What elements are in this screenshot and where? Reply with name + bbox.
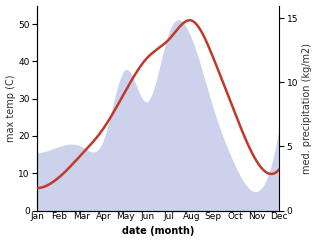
Y-axis label: med. precipitation (kg/m2): med. precipitation (kg/m2) xyxy=(302,43,313,174)
Y-axis label: max temp (C): max temp (C) xyxy=(5,74,16,142)
X-axis label: date (month): date (month) xyxy=(122,227,195,236)
